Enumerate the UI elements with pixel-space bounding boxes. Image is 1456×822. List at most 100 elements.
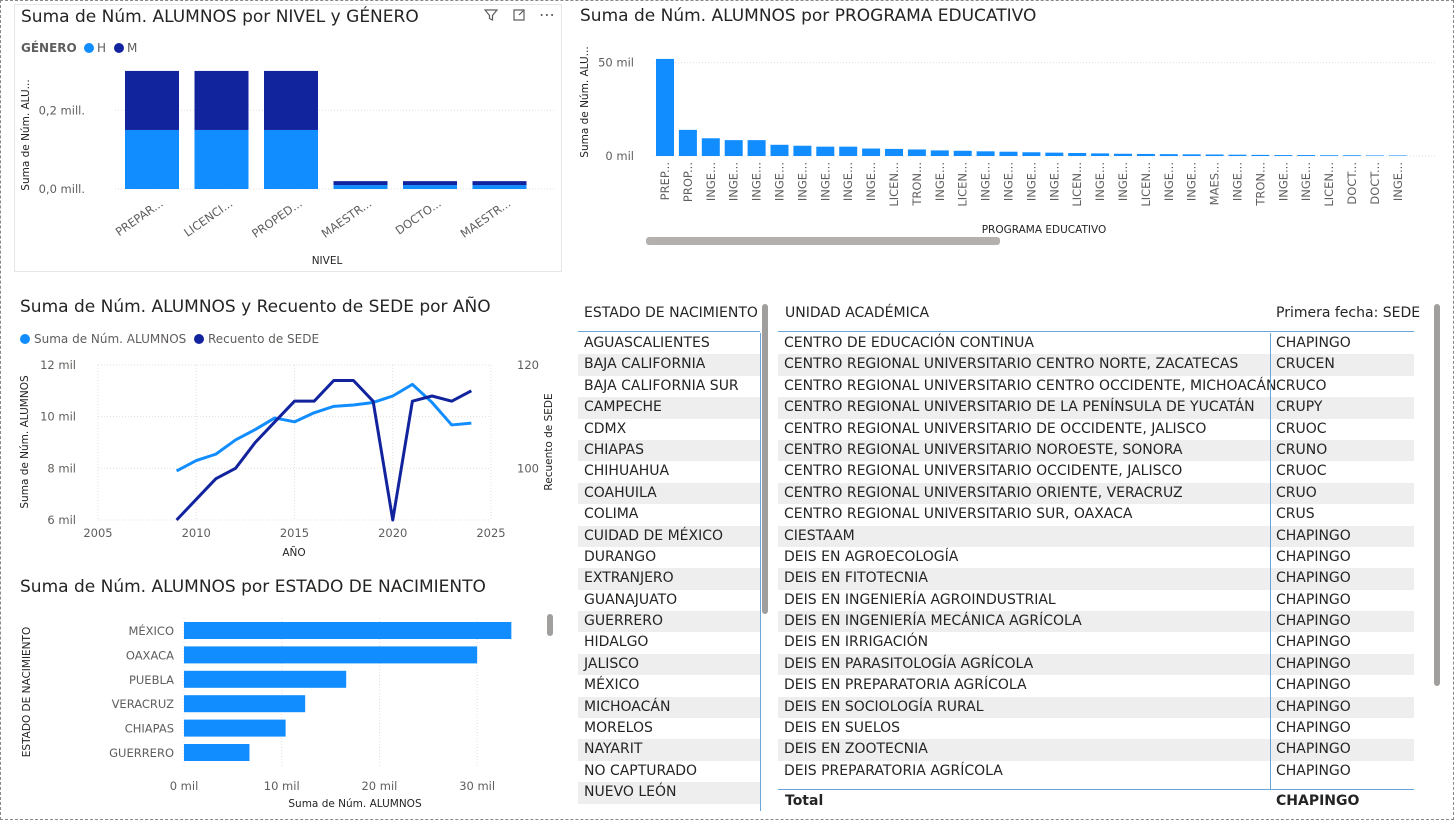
table-row[interactable]: CENTRO REGIONAL UNIVERSITARIO SUR, OAXAC…: [778, 504, 1414, 525]
bar[interactable]: [953, 150, 972, 156]
bar[interactable]: [1251, 154, 1270, 156]
bar[interactable]: [976, 151, 995, 156]
bar[interactable]: [1182, 154, 1201, 156]
bar[interactable]: [1343, 155, 1361, 156]
table-estado-nacimiento[interactable]: ESTADO DE NACIMIENTO AGUASCALIENTES BAJA …: [578, 300, 770, 812]
bar[interactable]: [184, 670, 347, 688]
visual-nivel-genero[interactable]: Suma de Núm. ALUMNOS por NIVEL y GÉNERO …: [14, 4, 562, 272]
table-row[interactable]: DEIS EN SOCIOLOGÍA RURAL CHAPINGO: [778, 696, 1414, 719]
bar-H[interactable]: [264, 129, 318, 189]
bar-H[interactable]: [125, 129, 179, 189]
bar-H[interactable]: [333, 185, 388, 189]
series-line-recuento-sede[interactable]: [175, 379, 473, 522]
bar[interactable]: [930, 150, 949, 156]
table-row[interactable]: NO CAPTURADO: [584, 762, 698, 779]
bar[interactable]: [747, 140, 766, 156]
visual-alumnos-sede-ano[interactable]: Suma de Núm. ALUMNOS y Recuento de SEDE …: [14, 292, 560, 564]
vertical-scrollbar[interactable]: [547, 614, 553, 636]
bar-H[interactable]: [472, 185, 527, 189]
bar[interactable]: [793, 145, 812, 156]
bar[interactable]: [1205, 154, 1224, 156]
bar-M[interactable]: [264, 70, 318, 130]
bar[interactable]: [1228, 154, 1247, 156]
table-row[interactable]: MORELOS: [584, 720, 653, 737]
table-row[interactable]: CHIHUAHUA: [584, 463, 670, 480]
bar[interactable]: [885, 148, 903, 156]
visual-estado-nacimiento[interactable]: Suma de Núm. ALUMNOS por ESTADO DE NACIM…: [14, 574, 560, 814]
table-row[interactable]: BAJA CALIFORNIA SUR: [584, 377, 739, 394]
bar[interactable]: [678, 129, 697, 156]
series-line-alumnos[interactable]: [175, 382, 472, 473]
table-row[interactable]: MÉXICO: [584, 677, 640, 694]
table-row[interactable]: CENTRO REGIONAL UNIVERSITARIO OCCIDENTE,…: [778, 461, 1414, 482]
bar-H[interactable]: [403, 185, 457, 189]
table-row[interactable]: DEIS EN PARASITOLOGÍA AGRÍCOLA CHAPINGO: [778, 653, 1414, 676]
table-row[interactable]: JALISCO: [578, 653, 760, 676]
bar[interactable]: [184, 646, 478, 664]
bar[interactable]: [1297, 155, 1316, 156]
bar[interactable]: [1022, 152, 1041, 156]
table-row[interactable]: CAMPECHE: [578, 397, 760, 419]
table-row[interactable]: DEIS EN IRRIGACIÓN CHAPINGO: [778, 632, 1414, 653]
column-header[interactable]: ESTADO DE NACIMIENTO: [584, 305, 758, 321]
table-row[interactable]: DEIS PREPARATORIA AGRÍCOLA CHAPINGO: [778, 761, 1414, 782]
focus-icon[interactable]: [511, 7, 527, 27]
table-row[interactable]: CUIDAD DE MÉXICO: [578, 525, 760, 547]
visual-programa-educativo[interactable]: Suma de Núm. ALUMNOS por PROGRAMA EDUCAT…: [574, 4, 1444, 250]
column-header-sede[interactable]: Primera fecha: SEDE: [1276, 305, 1421, 321]
table-row[interactable]: GUANAJUATO: [584, 591, 678, 608]
table-row[interactable]: CENTRO REGIONAL UNIVERSITARIO DE OCCIDEN…: [778, 419, 1414, 440]
table-row[interactable]: DEIS EN ZOOTECNIA CHAPINGO: [778, 739, 1414, 761]
bar[interactable]: [184, 719, 286, 737]
table-row[interactable]: GUERRERO: [578, 611, 760, 633]
bar[interactable]: [1388, 155, 1407, 156]
bar[interactable]: [184, 622, 512, 639]
table-row[interactable]: DEIS EN FITOTECNIA CHAPINGO: [778, 568, 1414, 590]
bar-M[interactable]: [125, 70, 179, 130]
table-row[interactable]: COLIMA: [584, 506, 639, 523]
bar-H[interactable]: [194, 129, 249, 189]
bar[interactable]: [724, 140, 743, 156]
table-row[interactable]: EXTRANJERO: [578, 568, 760, 590]
table-row[interactable]: BAJA CALIFORNIA: [578, 354, 760, 376]
table-row[interactable]: CHIAPAS: [578, 439, 760, 462]
bar[interactable]: [1320, 155, 1339, 156]
bar[interactable]: [1114, 153, 1132, 156]
vertical-scrollbar[interactable]: [762, 304, 768, 614]
table-row[interactable]: CENTRO DE EDUCACIÓN CONTINUA CHAPINGO: [778, 333, 1414, 354]
bar[interactable]: [999, 151, 1018, 156]
table-unidad-academica[interactable]: UNIDAD ACADÉMICA Primera fecha: SEDE CEN…: [778, 300, 1444, 812]
bar-M[interactable]: [472, 181, 527, 186]
bar[interactable]: [1045, 152, 1064, 156]
bar[interactable]: [839, 146, 858, 156]
table-row[interactable]: DEIS EN SUELOS CHAPINGO: [778, 718, 1414, 739]
more-icon[interactable]: ⋯: [539, 5, 555, 24]
bar[interactable]: [1091, 153, 1110, 156]
bar-M[interactable]: [403, 181, 457, 186]
table-row[interactable]: DEIS EN PREPARATORIA AGRÍCOLA CHAPINGO: [778, 675, 1414, 696]
bar[interactable]: [1136, 153, 1155, 156]
bar[interactable]: [862, 148, 881, 156]
bar[interactable]: [770, 144, 789, 156]
bar[interactable]: [1068, 153, 1087, 156]
table-row[interactable]: DEIS EN INGENIERÍA MECÁNICA AGRÍCOLA CHAP…: [778, 611, 1414, 633]
bar[interactable]: [816, 146, 835, 156]
horizontal-scrollbar[interactable]: [646, 237, 1000, 245]
filter-icon[interactable]: [483, 7, 499, 27]
table-row[interactable]: COAHUILA: [578, 482, 760, 505]
bar[interactable]: [907, 149, 926, 156]
table-row[interactable]: CENTRO REGIONAL UNIVERSITARIO ORIENTE, V…: [778, 482, 1414, 505]
table-row[interactable]: DURANGO: [584, 548, 657, 565]
table-row[interactable]: CENTRO REGIONAL UNIVERSITARIO CENTRO NOR…: [778, 354, 1414, 376]
table-row[interactable]: CDMX: [584, 420, 627, 437]
table-row[interactable]: NAYARIT: [578, 739, 760, 761]
table-row[interactable]: CENTRO REGIONAL UNIVERSITARIO DE LA PENÍ…: [778, 397, 1414, 419]
table-row[interactable]: HIDALGO: [584, 634, 649, 651]
table-row[interactable]: DEIS EN AGROECOLOGÍA CHAPINGO: [778, 547, 1414, 568]
table-row[interactable]: DEIS EN INGENIERÍA AGROINDUSTRIAL CHAPING…: [778, 590, 1414, 611]
bar[interactable]: [184, 744, 250, 761]
table-row[interactable]: CIESTAAM CHAPINGO: [778, 525, 1414, 547]
bar-M[interactable]: [194, 70, 249, 130]
bar[interactable]: [1274, 155, 1293, 156]
vertical-scrollbar[interactable]: [1434, 304, 1440, 686]
